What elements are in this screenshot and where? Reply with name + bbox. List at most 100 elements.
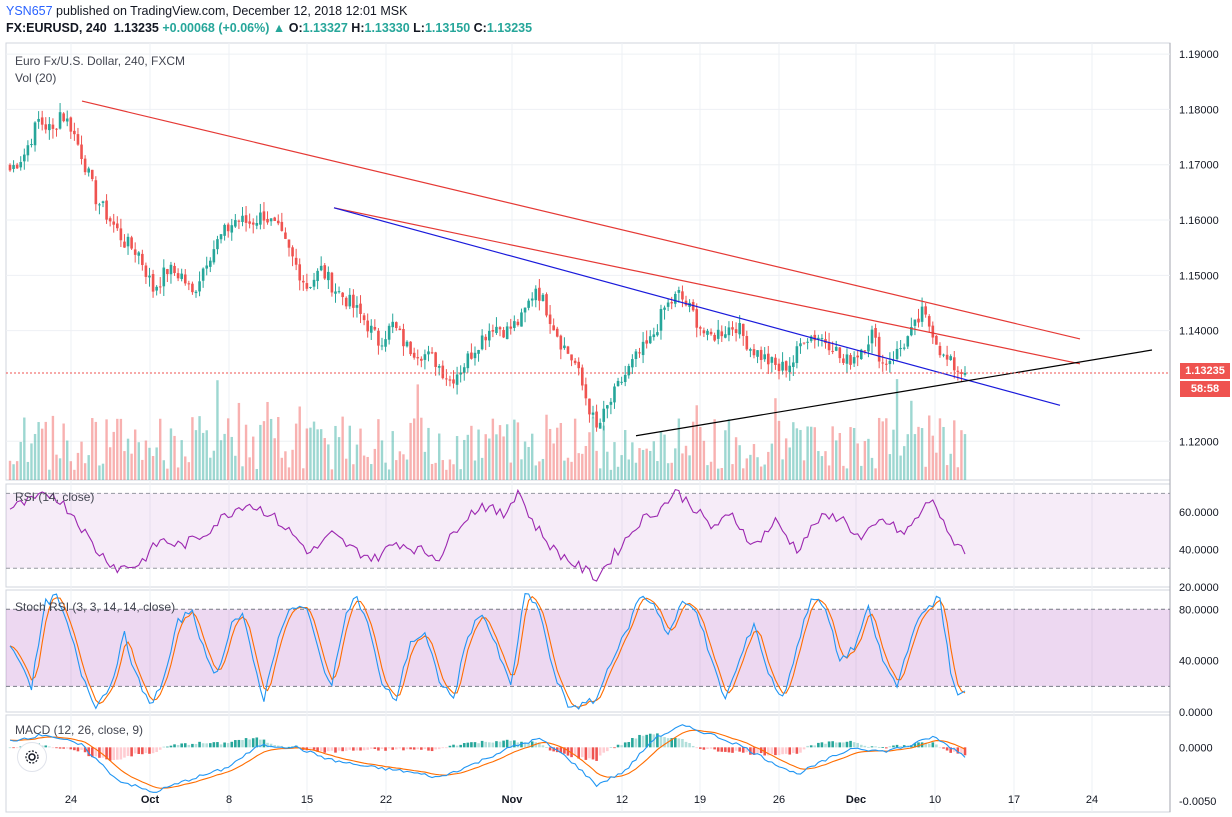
candle-body bbox=[956, 370, 960, 372]
volume-bar bbox=[37, 422, 40, 480]
macd-hist-bar bbox=[559, 747, 563, 754]
candle-body bbox=[409, 341, 412, 355]
volume-bar bbox=[695, 405, 698, 480]
volume-bar bbox=[845, 468, 849, 480]
candle-body bbox=[33, 122, 37, 146]
volume-bar bbox=[112, 431, 115, 480]
macd-hist-bar bbox=[691, 745, 695, 748]
volume-bar bbox=[656, 461, 659, 480]
macd-hist-bar bbox=[162, 746, 166, 748]
candle-body bbox=[144, 265, 148, 277]
macd-hist-bar bbox=[513, 740, 516, 748]
volume-bar bbox=[652, 441, 656, 480]
macd-hist-bar bbox=[55, 747, 58, 749]
macd-hist-bar bbox=[652, 734, 656, 748]
candle-body bbox=[448, 379, 452, 381]
stoch-band bbox=[6, 609, 1170, 687]
macd-hist-bar bbox=[398, 747, 402, 749]
volume-bar bbox=[935, 452, 938, 480]
volume-bar bbox=[480, 457, 484, 480]
volume-bar bbox=[566, 457, 570, 480]
settings-button[interactable] bbox=[17, 742, 47, 772]
volume-bar bbox=[159, 418, 162, 480]
macd-hist-bar bbox=[849, 740, 852, 748]
stoch-tick-label: 0.0000 bbox=[1179, 707, 1213, 719]
candle-body bbox=[69, 117, 73, 132]
macd-hist-bar bbox=[434, 747, 437, 750]
volume-bar bbox=[949, 453, 952, 480]
candle-body bbox=[37, 118, 40, 122]
macd-hist-bar bbox=[223, 742, 226, 748]
macd-hist-bar bbox=[366, 747, 369, 750]
macd-hist-bar bbox=[799, 747, 802, 753]
volume-bar bbox=[448, 459, 452, 480]
pane-frame bbox=[5, 714, 1171, 813]
volume-bar bbox=[827, 465, 831, 480]
macd-hist-bar bbox=[634, 738, 638, 748]
macd-hist-bar bbox=[874, 746, 877, 748]
macd-hist-bar bbox=[616, 744, 620, 748]
macd-hist-bar bbox=[888, 746, 892, 748]
volume-bar bbox=[731, 464, 734, 480]
macd-hist-bar bbox=[101, 747, 105, 758]
candle-body bbox=[827, 342, 831, 351]
macd-hist-bar bbox=[952, 747, 956, 752]
volume-bar bbox=[613, 442, 616, 480]
volume-bar bbox=[40, 428, 44, 480]
candle-body bbox=[831, 350, 834, 352]
time-tick-label: Oct bbox=[141, 794, 160, 806]
candle-body bbox=[738, 323, 741, 335]
volume-bar bbox=[33, 433, 37, 480]
volume-bar bbox=[877, 417, 881, 480]
high-value: 1.13330 bbox=[364, 21, 410, 35]
price-tick-label: 1.16000 bbox=[1179, 215, 1219, 227]
author-link[interactable]: YSN657 bbox=[6, 4, 53, 18]
macd-hist-bar bbox=[659, 736, 663, 748]
volume-bar bbox=[269, 418, 273, 480]
candle-body bbox=[609, 401, 613, 405]
candle-body bbox=[162, 267, 166, 287]
macd-hist-bar bbox=[802, 747, 806, 750]
candle-body bbox=[745, 336, 749, 350]
macd-hist-bar bbox=[116, 747, 119, 760]
macd-hist-bar bbox=[445, 747, 448, 749]
rsi-title: RSI (14, close) bbox=[15, 490, 95, 504]
macd-hist-bar bbox=[781, 747, 784, 755]
macd-hist-bar bbox=[191, 743, 194, 748]
candle-body bbox=[563, 345, 566, 349]
volume-bar bbox=[80, 441, 83, 480]
macd-hist-bar bbox=[613, 747, 616, 749]
volume-bar bbox=[69, 461, 73, 480]
candle-body bbox=[133, 249, 137, 255]
volume-bar bbox=[119, 418, 123, 480]
candle-body bbox=[116, 223, 119, 229]
volume-bar bbox=[795, 428, 799, 480]
macd-hist-bar bbox=[280, 745, 284, 748]
candle-body bbox=[495, 326, 498, 334]
macd-hist-bar bbox=[477, 743, 480, 748]
candle-body bbox=[384, 339, 387, 347]
macd-hist-bar bbox=[244, 738, 248, 748]
macd-hist-bar bbox=[183, 743, 187, 748]
macd-hist-bar bbox=[591, 747, 595, 760]
candle-body bbox=[716, 329, 720, 339]
volume-bar bbox=[502, 436, 505, 480]
candle-body bbox=[141, 253, 144, 266]
volume-bar bbox=[201, 432, 205, 480]
candle-body bbox=[874, 328, 877, 338]
volume-bar bbox=[237, 402, 241, 480]
price-tick-label: 1.14000 bbox=[1179, 326, 1219, 338]
macd-hist-bar bbox=[666, 738, 670, 748]
candle-body bbox=[538, 287, 541, 301]
volume-bar bbox=[899, 455, 902, 480]
candle-body bbox=[19, 162, 23, 168]
volume-bar bbox=[362, 455, 366, 480]
candle-body bbox=[917, 318, 920, 323]
volume-bar bbox=[176, 467, 180, 480]
volume-bar bbox=[545, 414, 548, 480]
volume-bar bbox=[262, 421, 266, 480]
candle-body bbox=[51, 124, 55, 129]
candle-body bbox=[355, 305, 359, 308]
volume-bar bbox=[15, 461, 19, 480]
